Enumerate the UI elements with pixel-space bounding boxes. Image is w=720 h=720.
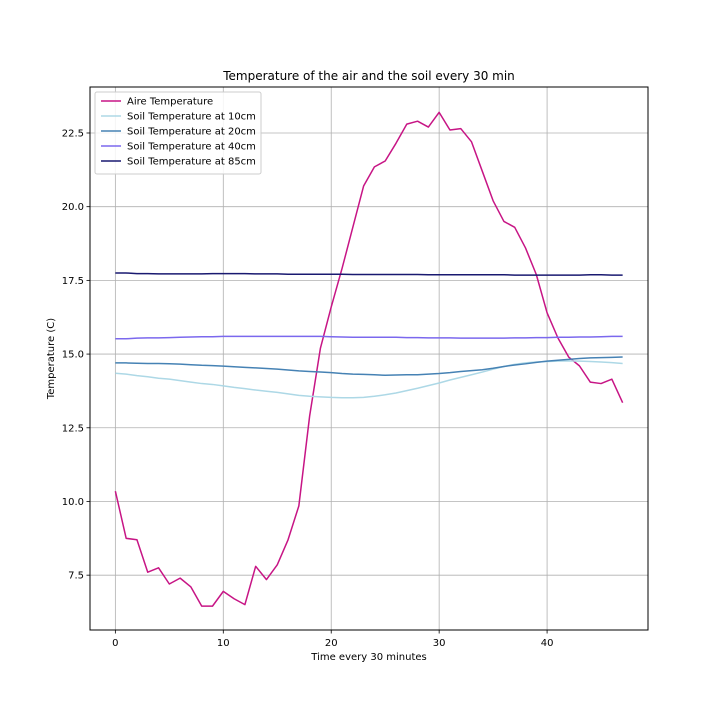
y-tick-label: 15.0 <box>62 350 84 361</box>
y-tick-label: 10.0 <box>62 497 84 508</box>
legend-label: Soil Temperature at 20cm <box>127 127 256 138</box>
legend-label: Soil Temperature at 10cm <box>127 112 256 123</box>
x-tick-label: 20 <box>325 638 338 649</box>
legend-label: Soil Temperature at 40cm <box>127 142 256 153</box>
y-axis-label: Temperature (C) <box>46 318 57 400</box>
series-layer <box>114 111 624 607</box>
ticks: 0 10 20 30 40 7.5 10.0 12.5 15.0 17.5 20.0 22.5 <box>62 128 554 649</box>
y-tick-label: 20.0 <box>62 202 84 213</box>
series-line-4 <box>115 335 623 340</box>
x-tick-label: 10 <box>217 638 230 649</box>
y-tick-label: 17.5 <box>62 276 84 287</box>
series-line-5 <box>115 272 623 276</box>
series-line-2 <box>115 360 623 399</box>
x-tick-label: 0 <box>112 638 118 649</box>
series-line-1 <box>114 111 624 607</box>
y-tick-label: 12.5 <box>62 423 84 434</box>
y-tick-label: 22.5 <box>62 128 84 139</box>
legend: Aire Temperature Soil Temperature at 10cm… <box>94 91 262 175</box>
x-tick-label: 40 <box>541 638 554 649</box>
legend-label: Soil Temperature at 85cm <box>127 157 256 168</box>
legend-label: Aire Temperature <box>127 97 213 108</box>
legend-box <box>94 91 262 175</box>
chart-title: Temperature of the air and the soil ever… <box>222 69 515 83</box>
x-axis-label: Time every 30 minutes <box>310 652 426 663</box>
x-tick-label: 30 <box>433 638 446 649</box>
series-line-3 <box>115 356 623 377</box>
plot-frame <box>89 86 649 631</box>
y-tick-label: 7.5 <box>68 571 84 582</box>
